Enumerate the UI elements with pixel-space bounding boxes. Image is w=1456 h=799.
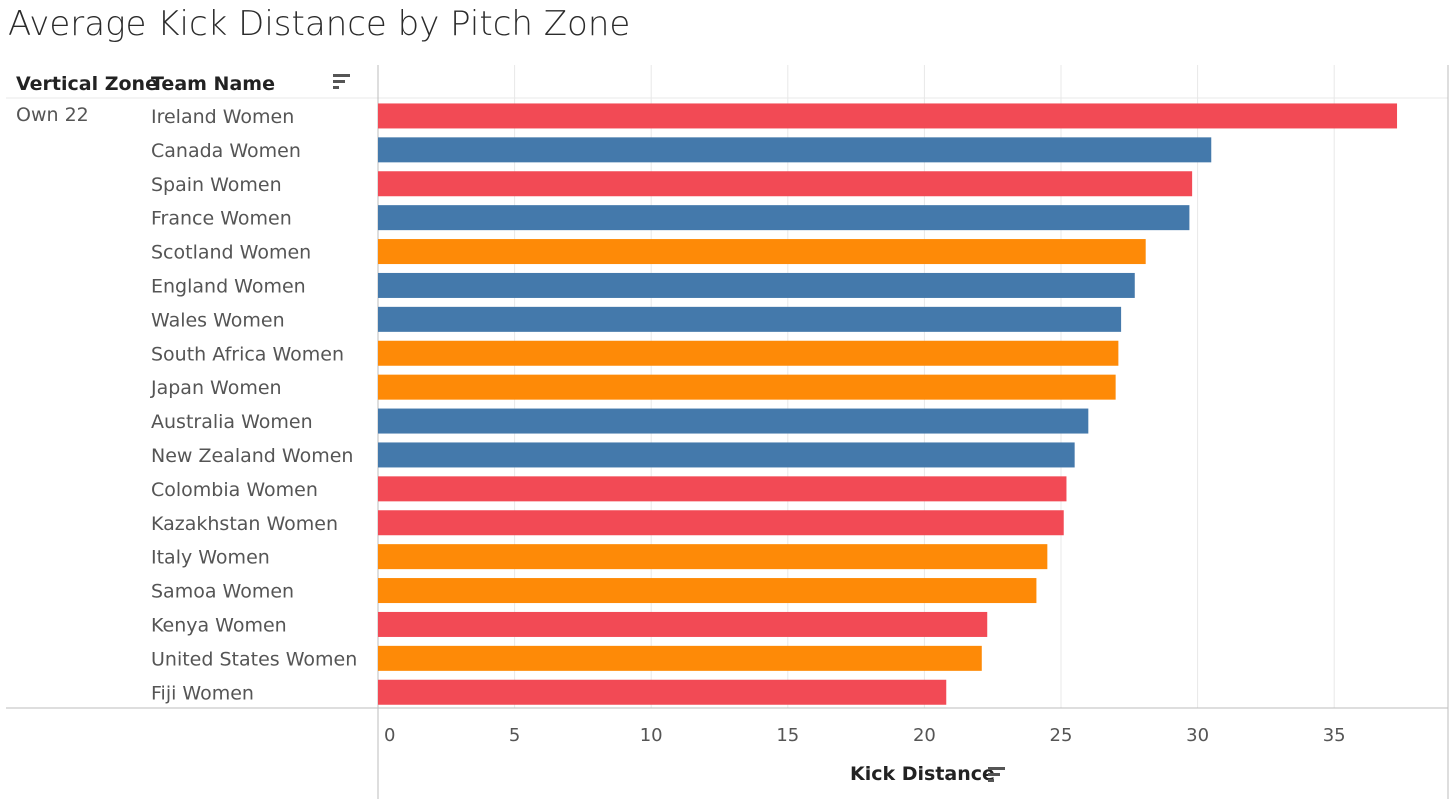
bar[interactable] <box>378 374 1116 400</box>
team-name-header[interactable]: Team Name <box>151 73 275 95</box>
bar[interactable] <box>378 272 1135 298</box>
x-tick-label: 35 <box>1323 725 1346 746</box>
sort-descending-icon[interactable] <box>333 74 350 92</box>
team-label: Wales Women <box>151 309 285 331</box>
bar[interactable] <box>378 544 1048 570</box>
bar[interactable] <box>378 476 1067 502</box>
bar[interactable] <box>378 645 982 671</box>
team-label: South Africa Women <box>151 343 344 365</box>
team-label: England Women <box>151 275 306 297</box>
team-label: Kazakhstan Women <box>151 513 338 535</box>
team-label: Italy Women <box>151 547 270 569</box>
bar[interactable] <box>378 239 1146 265</box>
bar[interactable] <box>378 510 1064 536</box>
x-tick-label: 0 <box>384 725 395 746</box>
x-axis-title[interactable]: Kick Distance <box>850 763 995 785</box>
bar[interactable] <box>378 611 988 637</box>
sort-descending-icon[interactable] <box>988 767 1005 785</box>
x-tick-label: 25 <box>1050 725 1073 746</box>
team-label: Scotland Women <box>151 242 311 264</box>
bar[interactable] <box>378 103 1398 129</box>
team-label: Spain Women <box>151 174 282 196</box>
x-tick-label: 10 <box>640 725 663 746</box>
bar[interactable] <box>378 137 1212 163</box>
team-label: Fiji Women <box>151 682 254 704</box>
team-label: France Women <box>151 208 292 230</box>
chart-title: Average Kick Distance by Pitch Zone <box>8 4 631 44</box>
team-label: Canada Women <box>151 140 301 162</box>
vertical-zone-header[interactable]: Vertical Zone <box>16 73 158 95</box>
x-tick-label: 15 <box>776 725 799 746</box>
x-tick-label: 30 <box>1186 725 1209 746</box>
team-label: Kenya Women <box>151 614 287 636</box>
x-tick-label: 20 <box>913 725 936 746</box>
team-label: New Zealand Women <box>151 445 353 467</box>
x-tick-label: 5 <box>509 725 520 746</box>
team-label: Japan Women <box>150 377 282 399</box>
bar[interactable] <box>378 442 1075 468</box>
bar[interactable] <box>378 171 1193 197</box>
bar[interactable] <box>378 578 1037 604</box>
bar[interactable] <box>378 408 1089 434</box>
bar[interactable] <box>378 679 947 705</box>
team-label: Ireland Women <box>151 106 294 128</box>
team-label: Colombia Women <box>151 479 318 501</box>
bar[interactable] <box>378 306 1122 332</box>
team-label: Samoa Women <box>151 581 294 603</box>
team-label: Australia Women <box>151 411 313 433</box>
team-label: United States Women <box>151 648 357 670</box>
bar[interactable] <box>378 340 1119 366</box>
zone-label: Own 22 <box>16 104 89 126</box>
bar[interactable] <box>378 205 1190 231</box>
